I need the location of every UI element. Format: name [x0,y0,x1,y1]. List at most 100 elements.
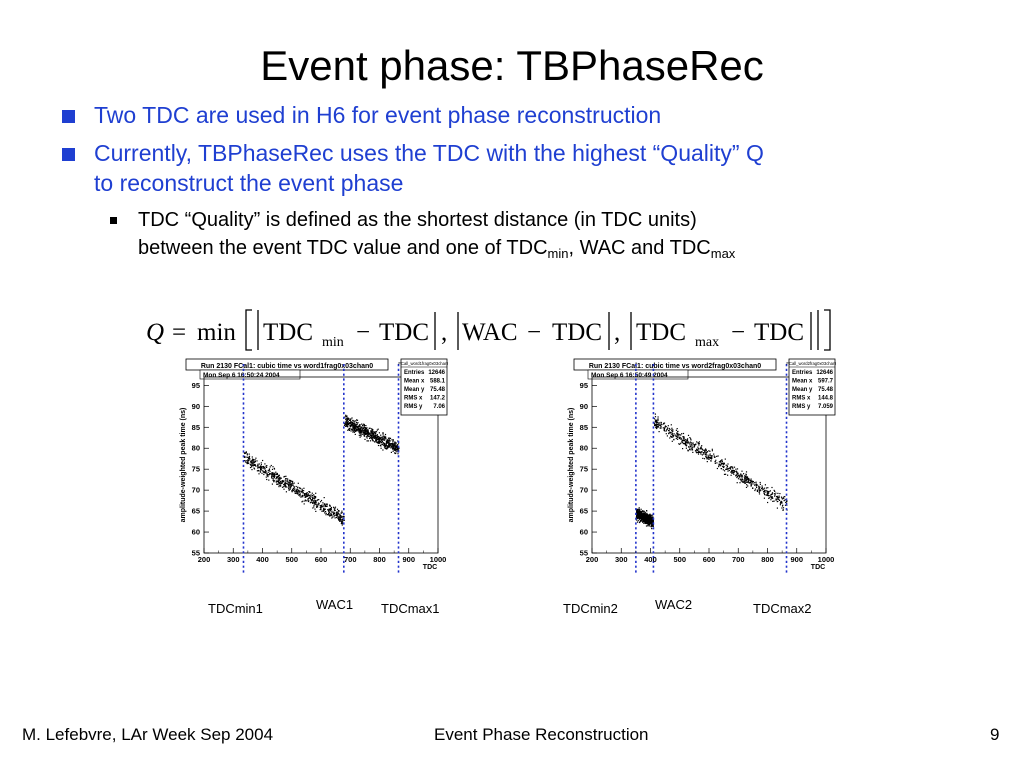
data-point [267,476,269,478]
y-tick-label: 85 [192,423,200,432]
data-point [722,466,724,468]
data-point [645,515,647,517]
data-point [363,423,365,425]
data-point [698,443,700,445]
y-tick-label: 85 [580,423,588,432]
data-point [366,437,368,439]
data-point [687,449,689,451]
data-point [765,491,767,493]
data-point [263,470,265,472]
data-point [767,487,769,489]
data-point [243,452,245,454]
data-point [253,463,255,465]
data-point [329,514,331,516]
data-point [364,433,366,435]
data-point [781,505,784,507]
data-point [656,426,658,428]
data-point [361,423,363,425]
data-point [394,447,397,450]
data-point [356,419,358,421]
data-point [367,429,369,431]
data-point [273,480,275,482]
data-point [343,515,345,517]
data-point [266,478,268,481]
data-point [351,428,353,430]
data-point [749,479,751,481]
data-point [717,455,719,457]
data-point [680,438,682,440]
data-point [253,467,255,469]
data-point [250,464,252,466]
x-tick-label: 900 [402,555,415,564]
data-point [754,489,756,492]
data-point [640,511,642,513]
data-point [372,434,375,436]
data-point [741,474,743,476]
data-point [389,442,391,445]
data-point [750,478,752,480]
data-point [392,446,394,449]
data-point [394,442,396,444]
data-point [677,435,679,437]
data-point [311,501,313,503]
data-point [310,496,312,498]
data-point [307,493,309,495]
data-point [732,469,734,472]
data-point [314,503,316,505]
data-point [251,456,253,458]
data-point [291,484,293,486]
data-point [371,437,373,439]
data-point [280,484,282,486]
data-point [637,514,639,516]
data-point [272,476,275,478]
stats-box [400,358,448,416]
data-point [747,485,749,487]
data-point [257,466,259,468]
data-point [650,523,652,525]
data-point [267,474,269,476]
data-point [347,421,349,423]
data-point [326,505,328,507]
data-point [650,522,653,524]
data-point [369,434,372,436]
data-point [331,514,333,516]
data-point [283,486,285,488]
data-point [639,521,641,523]
data-point [655,420,657,422]
data-point [364,425,366,427]
data-point [275,471,277,473]
data-point [339,516,341,518]
data-point [355,425,357,428]
data-point [685,438,687,441]
data-point [644,515,646,517]
data-point [643,522,645,524]
data-point [772,500,774,502]
data-point [396,447,398,449]
data-point [686,439,688,441]
data-point [245,451,247,453]
tdc-scatter-plot-2: Run 2130 FCal1: cubic time vs word2frag0… [560,356,836,576]
data-point [373,435,375,437]
data-point [258,463,260,465]
data-point [348,424,350,426]
data-point [779,493,781,495]
data-point [345,420,347,422]
data-point [328,514,330,516]
tdc-scatter-plot-1: Run 2130 FCal1: cubic time vs word1frag0… [172,356,448,576]
data-point [375,436,377,438]
data-point [646,521,648,523]
data-point [704,449,706,451]
data-point [764,489,766,491]
data-point [346,415,348,418]
data-point [730,468,732,470]
stats-value: 7.059 [818,404,834,410]
data-point [338,513,340,515]
data-point [331,510,333,512]
data-point [252,459,254,461]
data-point [353,428,355,430]
data-point [644,518,646,520]
data-point [377,440,379,442]
data-point [384,438,386,440]
x-tick-label: 800 [761,555,774,564]
data-point [388,444,390,446]
